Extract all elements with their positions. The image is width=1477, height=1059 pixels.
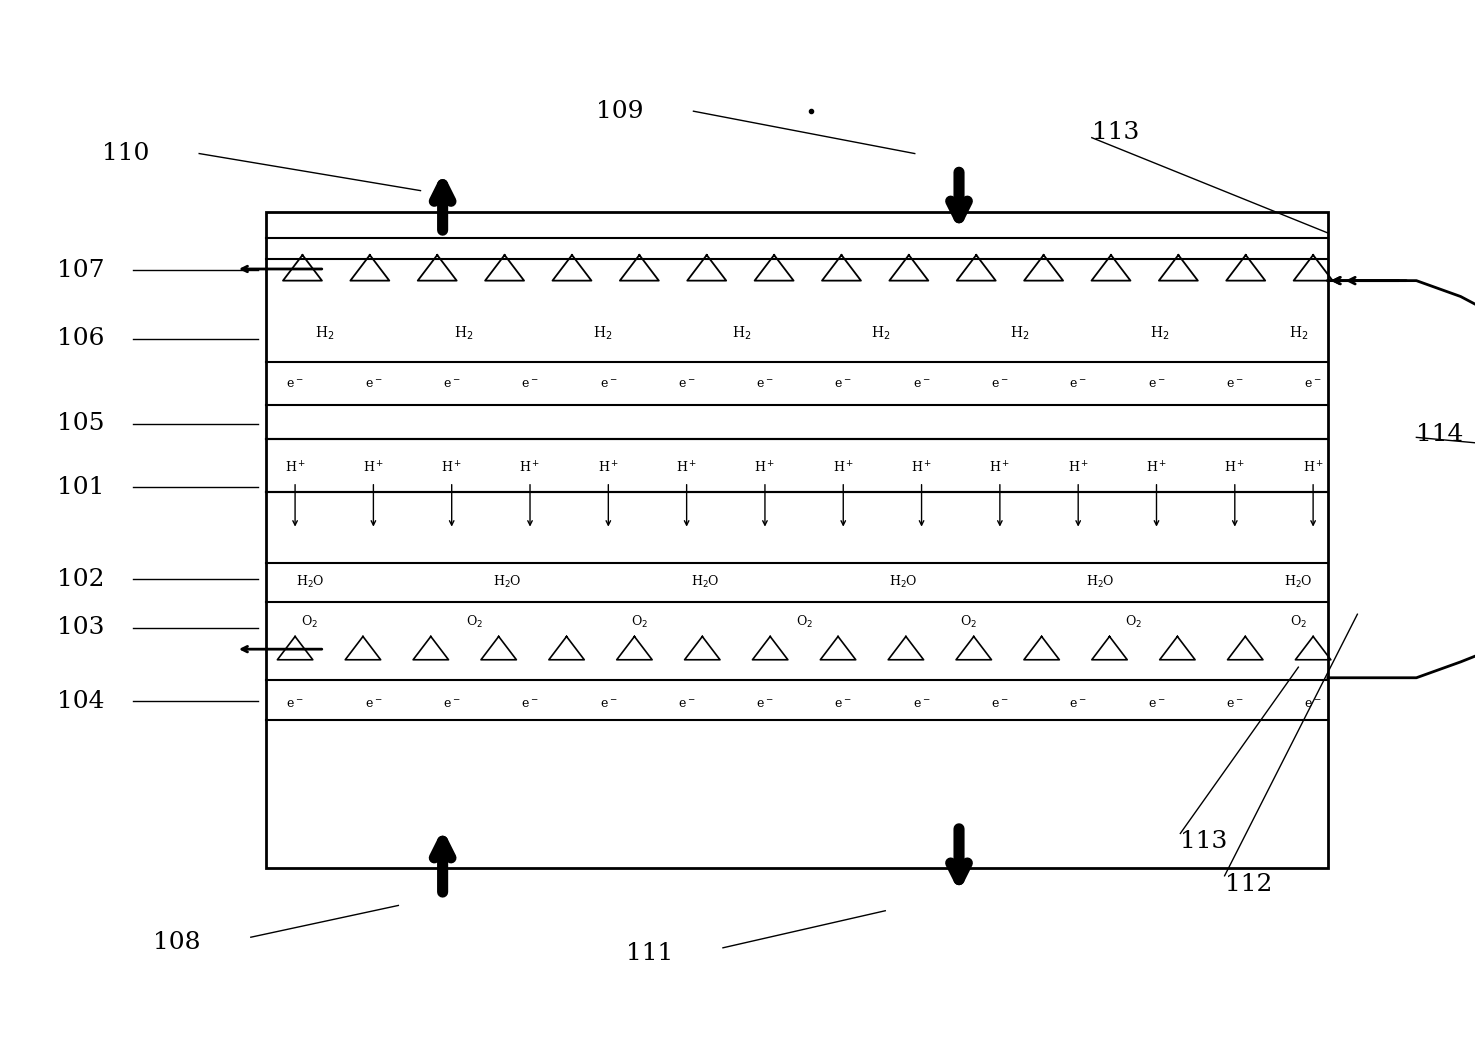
Text: H$^+$: H$^+$ <box>676 461 697 475</box>
Text: H$^+$: H$^+$ <box>1068 461 1089 475</box>
Text: H$_2$O: H$_2$O <box>295 574 323 591</box>
Text: e$^-$: e$^-$ <box>756 698 774 711</box>
Bar <box>266 212 1328 868</box>
Text: H$^+$: H$^+$ <box>520 461 541 475</box>
Text: H$^+$: H$^+$ <box>285 461 306 475</box>
Text: 106: 106 <box>58 327 105 351</box>
Text: e$^-$: e$^-$ <box>287 378 304 391</box>
Text: 101: 101 <box>58 475 105 499</box>
Text: 104: 104 <box>58 689 105 713</box>
Text: O$_2$: O$_2$ <box>1289 613 1307 630</box>
Text: H$^+$: H$^+$ <box>1224 461 1245 475</box>
Text: e$^-$: e$^-$ <box>991 698 1009 711</box>
Text: e$^-$: e$^-$ <box>1148 698 1165 711</box>
Text: H$_2$O: H$_2$O <box>1284 574 1313 591</box>
Text: e$^-$: e$^-$ <box>365 698 383 711</box>
Text: e$^-$: e$^-$ <box>443 698 461 711</box>
Text: O$_2$: O$_2$ <box>796 613 812 630</box>
Text: H$_2$: H$_2$ <box>733 325 752 342</box>
Text: H$_2$: H$_2$ <box>453 325 474 342</box>
Text: H$_2$O: H$_2$O <box>889 574 917 591</box>
Text: 105: 105 <box>58 412 105 435</box>
Text: H$^+$: H$^+$ <box>363 461 384 475</box>
Text: e$^-$: e$^-$ <box>1304 698 1322 711</box>
Text: 108: 108 <box>154 931 201 954</box>
Text: 102: 102 <box>58 568 105 591</box>
Text: e$^-$: e$^-$ <box>365 378 383 391</box>
Text: H$^+$: H$^+$ <box>442 461 462 475</box>
Text: 113: 113 <box>1180 830 1227 854</box>
Text: e$^-$: e$^-$ <box>600 698 617 711</box>
Text: H$^+$: H$^+$ <box>911 461 932 475</box>
Text: 110: 110 <box>102 142 149 165</box>
Text: e$^-$: e$^-$ <box>521 698 539 711</box>
Text: H$^+$: H$^+$ <box>990 461 1010 475</box>
Text: O$_2$: O$_2$ <box>960 613 978 630</box>
Text: H$^+$: H$^+$ <box>598 461 619 475</box>
Text: e$^-$: e$^-$ <box>1069 378 1087 391</box>
Text: H$_2$: H$_2$ <box>1288 325 1309 342</box>
Text: e$^-$: e$^-$ <box>1069 698 1087 711</box>
Text: 107: 107 <box>58 258 105 282</box>
Text: e$^-$: e$^-$ <box>521 378 539 391</box>
Text: H$^+$: H$^+$ <box>1146 461 1167 475</box>
Text: O$_2$: O$_2$ <box>631 613 648 630</box>
Text: H$_2$O: H$_2$O <box>1087 574 1115 591</box>
Text: e$^-$: e$^-$ <box>443 378 461 391</box>
Text: e$^-$: e$^-$ <box>678 378 696 391</box>
Text: 114: 114 <box>1416 423 1464 446</box>
Text: H$_2$O: H$_2$O <box>493 574 521 591</box>
Text: e$^-$: e$^-$ <box>1304 378 1322 391</box>
Text: e$^-$: e$^-$ <box>835 698 852 711</box>
Text: e$^-$: e$^-$ <box>1148 378 1165 391</box>
Text: H$^+$: H$^+$ <box>755 461 775 475</box>
Text: e$^-$: e$^-$ <box>1226 378 1244 391</box>
Text: O$_2$: O$_2$ <box>301 613 319 630</box>
Text: 113: 113 <box>1092 121 1139 144</box>
Text: e$^-$: e$^-$ <box>835 378 852 391</box>
Text: H$_2$: H$_2$ <box>871 325 891 342</box>
Text: H$_2$O: H$_2$O <box>691 574 719 591</box>
Text: e$^-$: e$^-$ <box>287 698 304 711</box>
Text: O$_2$: O$_2$ <box>1125 613 1142 630</box>
Text: e$^-$: e$^-$ <box>678 698 696 711</box>
Text: H$_2$: H$_2$ <box>1149 325 1168 342</box>
Text: e$^-$: e$^-$ <box>600 378 617 391</box>
Text: 109: 109 <box>595 100 644 123</box>
Text: 103: 103 <box>58 616 105 640</box>
Text: H$_2$: H$_2$ <box>594 325 613 342</box>
Text: e$^-$: e$^-$ <box>756 378 774 391</box>
Text: e$^-$: e$^-$ <box>913 698 931 711</box>
Text: e$^-$: e$^-$ <box>1226 698 1244 711</box>
Text: e$^-$: e$^-$ <box>913 378 931 391</box>
Text: O$_2$: O$_2$ <box>467 613 483 630</box>
Text: H$^+$: H$^+$ <box>1303 461 1323 475</box>
Text: H$^+$: H$^+$ <box>833 461 854 475</box>
Text: H$_2$: H$_2$ <box>315 325 334 342</box>
Text: H$_2$: H$_2$ <box>1010 325 1029 342</box>
Text: 111: 111 <box>626 941 674 965</box>
Text: e$^-$: e$^-$ <box>991 378 1009 391</box>
Text: 112: 112 <box>1224 873 1272 896</box>
